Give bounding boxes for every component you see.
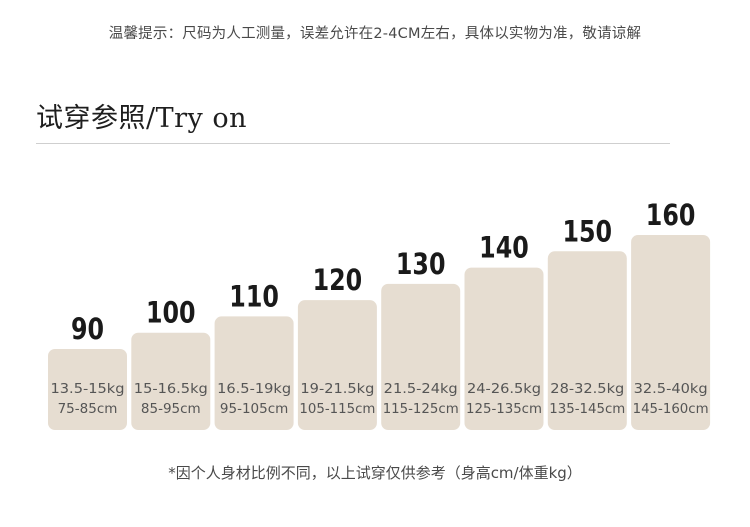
size-bar [464,267,544,430]
weight-range: 32.5-40kg [634,381,708,397]
size-bar [131,332,211,430]
size-label: 150 [562,215,612,249]
size-label: 100 [146,296,196,330]
section-title: 试穿参照/Try on [36,103,247,134]
size-bar [48,349,127,430]
height-range: 135-145cm [549,401,625,417]
title-divider [36,143,670,144]
footnote: *因个人身材比例不同，以上试穿仅供参考（身高cm/体重kg） [168,464,582,482]
height-range: 115-125cm [383,401,459,417]
size-label: 160 [646,199,696,233]
size-bar [547,251,627,430]
size-label: 90 [71,313,104,347]
size-label: 140 [479,231,529,265]
height-range: 75-85cm [58,401,118,417]
size-notice: 温馨提示：尺码为人工测量，误差允许在2-4CM左右，具体以实物为准，敬请谅解 [108,26,642,42]
height-range: 95-105cm [220,401,288,417]
size-label: 120 [313,264,363,298]
size-label: 130 [396,248,446,282]
weight-range: 19-21.5kg [300,381,374,397]
height-range: 105-115cm [299,401,375,417]
size-label: 110 [229,280,279,314]
weight-range: 13.5-15kg [51,381,125,397]
weight-range: 28-32.5kg [550,381,624,397]
height-range: 145-160cm [633,401,709,417]
weight-range: 24-26.5kg [467,381,541,397]
size-bar [381,283,461,430]
size-bar [631,235,711,430]
weight-range: 15-16.5kg [134,381,208,397]
size-bar [214,316,294,430]
weight-range: 21.5-24kg [384,381,458,397]
weight-range: 16.5-19kg [217,381,291,397]
height-range: 85-95cm [141,401,201,417]
size-bar [297,300,377,430]
height-range: 125-135cm [466,401,542,417]
